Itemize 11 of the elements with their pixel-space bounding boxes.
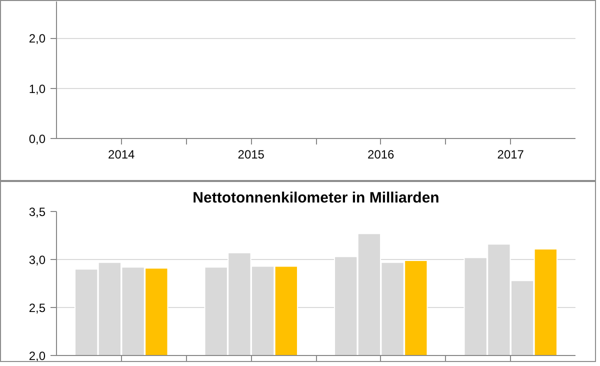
- y-tick-label: 3,0: [28, 253, 46, 267]
- y-tick-label: 3,5: [28, 205, 46, 219]
- x-tick-label: 2015: [238, 148, 265, 162]
- y-tick-label: 0,0: [28, 132, 46, 146]
- y-tick-label: 1,0: [28, 82, 46, 96]
- y-tick-label: 2,5: [28, 301, 46, 315]
- y-tick-label: 2,0: [28, 32, 46, 46]
- x-tick-label: 2016: [368, 148, 395, 162]
- x-tick-label: 2017: [497, 148, 524, 162]
- x-tick-label: 2014: [108, 148, 136, 162]
- chart-title: Nettotonnenkilometer in Milliarden: [192, 190, 440, 206]
